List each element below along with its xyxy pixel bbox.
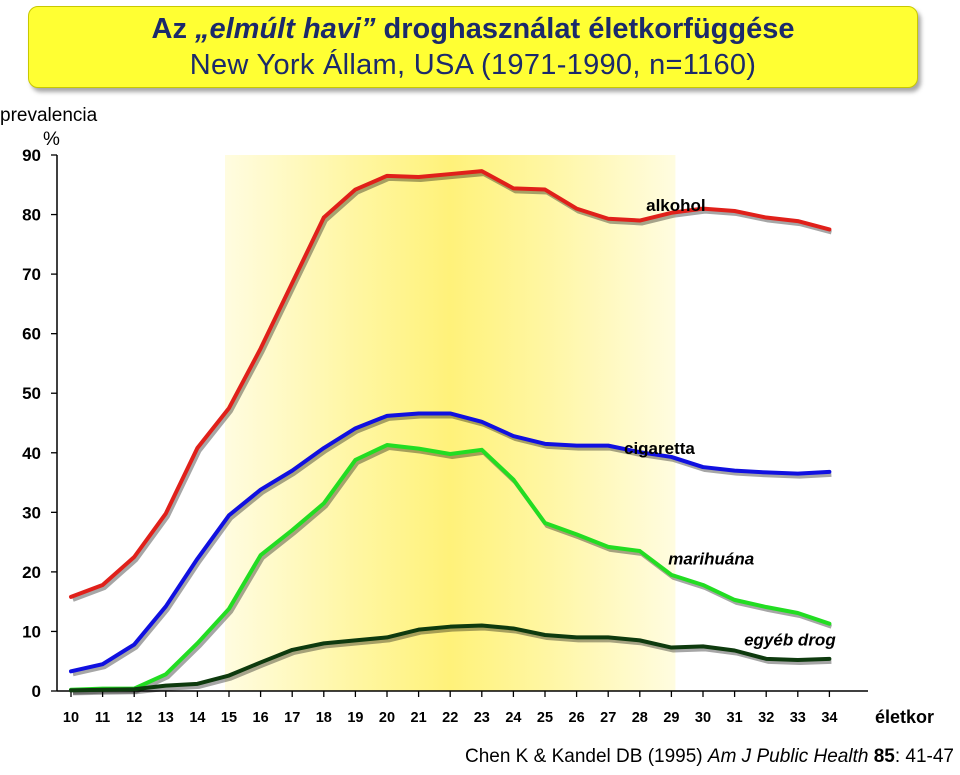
x-tick-label: 21: [411, 710, 427, 726]
x-tick-label: 18: [316, 710, 332, 726]
x-tick-label: 11: [95, 710, 110, 726]
y-tick-label: 50: [22, 384, 41, 403]
x-tick-label: 24: [505, 710, 521, 726]
x-tick-label: 31: [727, 710, 743, 726]
series-label-alkohol: alkohol: [646, 196, 706, 215]
series-shadow-3: [72, 626, 832, 696]
x-tick-label: 26: [569, 710, 585, 726]
x-tick-label: 27: [600, 710, 616, 726]
x-tick-label: 15: [221, 710, 237, 726]
y-tick-label: 30: [22, 503, 41, 522]
y-axis-label: prevalencia: [0, 105, 98, 126]
x-tick-label: 33: [790, 710, 806, 726]
x-tick-label: 10: [63, 710, 79, 726]
y-tick-label: 10: [22, 622, 41, 641]
chart-subtitle: New York Állam, USA (1971-1990, n=1160): [189, 49, 757, 81]
x-tick-label: 22: [442, 710, 458, 726]
y-tick-label: 60: [22, 325, 41, 344]
highlight-band: [225, 155, 676, 691]
y-axis-unit: %: [43, 129, 60, 150]
series-line-cigaretta: [69, 411, 832, 674]
x-tick-label: 25: [537, 710, 553, 726]
series-shadow-1: [72, 414, 832, 677]
y-tick-label: 40: [22, 444, 41, 463]
series-label-marihuána: marihuána: [668, 550, 754, 569]
series-shadow-0: [72, 172, 832, 602]
series-line-alkohol: [69, 169, 832, 599]
series-label-cigaretta: cigaretta: [624, 439, 695, 458]
x-tick-label: 13: [158, 710, 174, 726]
title-italic-phrase: „elmúlt havi”: [195, 13, 376, 45]
x-tick-label: 12: [126, 710, 142, 726]
x-tick-label: 16: [253, 710, 269, 726]
x-tick-label: 30: [695, 710, 711, 726]
chart-title: Az „elmúlt havi” droghasználat életkorfü…: [151, 13, 795, 45]
title-banner: Az „elmúlt havi” droghasználat életkorfü…: [28, 6, 918, 88]
y-tick-label: 80: [22, 206, 41, 225]
x-tick-label: 19: [347, 710, 363, 726]
x-tick-label: 17: [284, 710, 300, 726]
y-tick-label: 70: [22, 265, 41, 284]
series-line-egyéb drog: [69, 623, 832, 693]
x-tick-label: 32: [758, 710, 774, 726]
series-label-egyéb drog: egyéb drog: [744, 631, 836, 650]
x-tick-label: 14: [189, 710, 205, 726]
series-line-marihuána: [69, 443, 832, 692]
x-axis-label: életkor: [875, 707, 934, 727]
citation: Chen K & Kandel DB (1995) Am J Public He…: [464, 746, 954, 767]
x-tick-label: 29: [663, 710, 679, 726]
y-tick-label: 90: [22, 146, 41, 165]
y-tick-label: 0: [32, 682, 41, 701]
x-tick-label: 20: [379, 710, 395, 726]
x-tick-label: 23: [474, 710, 490, 726]
y-tick-label: 20: [22, 563, 41, 582]
x-tick-label: 34: [821, 710, 837, 726]
x-tick-label: 28: [632, 710, 648, 726]
